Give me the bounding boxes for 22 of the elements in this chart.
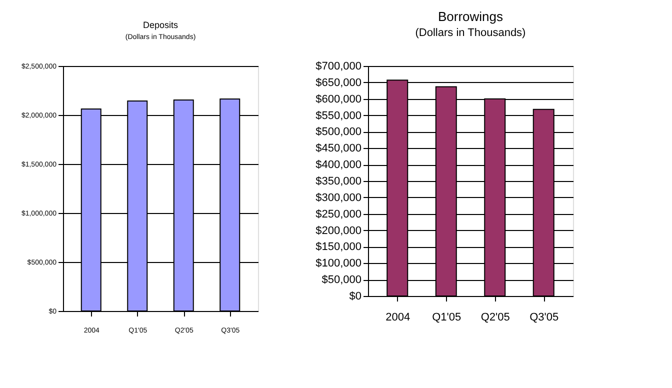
y-tick-label: $400,000: [316, 159, 362, 172]
x-tick-label: Q3'05: [530, 312, 559, 324]
y-tick-label: $0: [349, 290, 362, 302]
y-tick-label: $700,000: [316, 60, 362, 72]
chart-title: Deposits: [142, 20, 179, 30]
y-tick-label: $200,000: [316, 224, 362, 237]
y-tick-label: $650,000: [316, 76, 362, 89]
y-tick-label: $350,000: [316, 176, 362, 188]
chart-title: Borrowings: [438, 9, 504, 24]
y-tick-label: $300,000: [316, 192, 362, 204]
y-tick-label: $450,000: [316, 142, 362, 155]
x-tick-label: Q2'05: [480, 312, 510, 324]
y-tick-label: $500,000: [316, 126, 362, 138]
y-tick-label: $250,000: [316, 208, 362, 220]
y-tick-label: $550,000: [316, 110, 362, 122]
y-tick-label: $600,000: [316, 93, 362, 106]
y-tick-label: $150,000: [316, 241, 362, 254]
x-tick-label: 2004: [386, 312, 410, 324]
y-tick-label: $50,000: [322, 274, 362, 286]
y-tick-label: $100,000: [316, 258, 362, 270]
chart-subtitle: (Dollars in Thousands): [415, 27, 526, 39]
x-tick-label: Q1'05: [432, 312, 462, 324]
